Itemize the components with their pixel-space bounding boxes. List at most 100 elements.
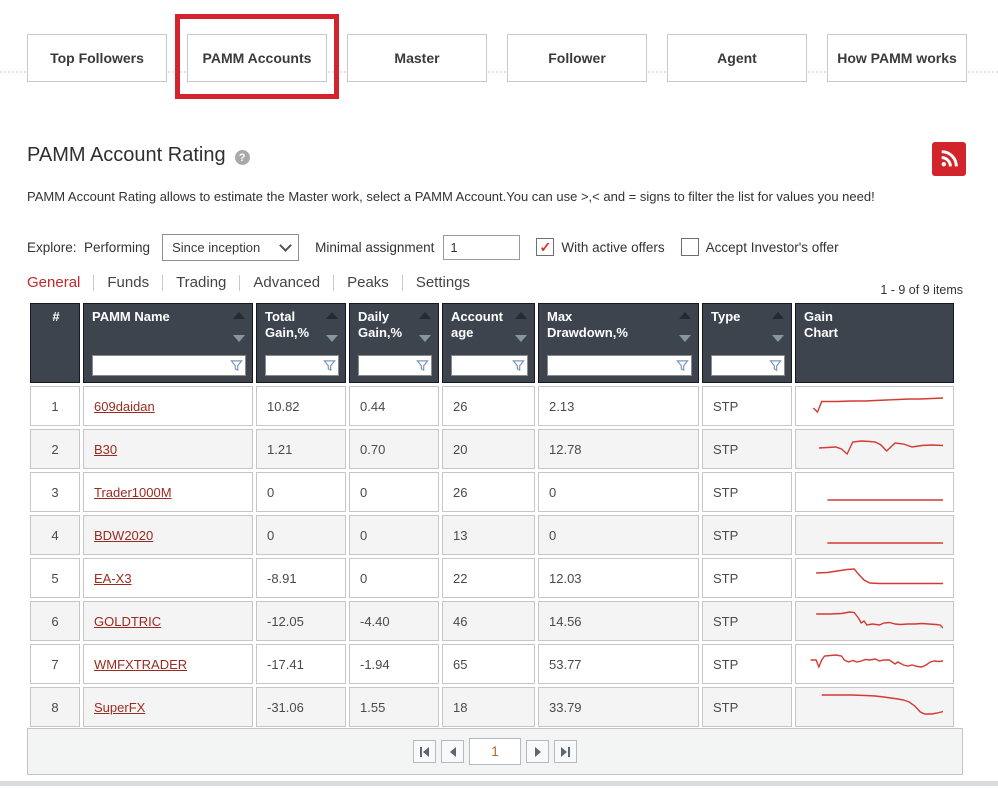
filter-funnel-icon[interactable] (769, 359, 782, 372)
filter-box-daily_gain (358, 355, 432, 376)
help-question-icon[interactable]: ? (234, 150, 250, 165)
filter-input-type[interactable] (712, 356, 768, 375)
sort-asc-icon[interactable] (419, 312, 431, 319)
filter-input-account_age[interactable] (452, 356, 511, 375)
pamm-account-link[interactable]: 609daidan (94, 398, 155, 414)
cell-pamm-name: Trader1000M (83, 472, 253, 512)
filter-input-daily_gain[interactable] (359, 356, 415, 375)
cell-account-age: 13 (442, 515, 535, 555)
page-title: PAMM Account Rating (27, 144, 226, 166)
pamm-account-link[interactable]: SuperFX (94, 699, 146, 715)
filter-funnel-icon[interactable] (230, 359, 243, 372)
cell-account-age: 20 (442, 429, 535, 469)
filter-funnel-icon[interactable] (676, 359, 689, 372)
rss-icon[interactable] (932, 142, 966, 176)
explore-label: Explore: Performing (27, 239, 151, 255)
sort-desc-icon[interactable] (326, 335, 338, 342)
filter-input-max_drawdown[interactable] (548, 356, 675, 375)
with-active-offers-label: With active offers (561, 239, 665, 255)
filter-input-total_gain[interactable] (266, 356, 322, 375)
cell-account-age: 18 (442, 687, 535, 727)
with-active-offers-checkbox-group[interactable]: With active offers (536, 238, 665, 256)
cell-total-gain: 10.82 (256, 386, 346, 426)
filter-funnel-icon[interactable] (323, 359, 336, 372)
column-header-name[interactable]: PAMM Name (83, 303, 253, 383)
page-number-input[interactable] (475, 744, 515, 759)
gain-sparkline (810, 654, 944, 669)
column-header-total_gain[interactable]: Total Gain,% (256, 303, 346, 383)
last-page-button[interactable] (554, 740, 577, 763)
cell-pamm-name: 609daidan (83, 386, 253, 426)
nav-button-pamm-accounts[interactable]: PAMM Accounts (187, 34, 327, 82)
sort-asc-icon[interactable] (233, 312, 245, 319)
tab-settings[interactable]: Settings (415, 274, 471, 291)
cell-max-drawdown: 12.78 (538, 429, 699, 469)
pamm-account-link[interactable]: Trader1000M (94, 484, 172, 500)
with-active-offers-checkbox[interactable] (536, 238, 555, 256)
filter-funnel-icon[interactable] (512, 359, 525, 372)
cell-daily-gain: -1.94 (349, 644, 439, 684)
tab-funds[interactable]: Funds (107, 274, 150, 291)
cell-total-gain: -12.05 (256, 601, 346, 641)
sort-desc-icon[interactable] (233, 335, 245, 342)
column-header-daily_gain[interactable]: Daily Gain,% (349, 303, 439, 383)
sort-asc-icon[interactable] (679, 312, 691, 319)
pamm-account-link[interactable]: EA-X3 (94, 570, 132, 586)
column-header-num: # (30, 303, 80, 383)
pamm-account-link[interactable]: GOLDTRIC (94, 613, 162, 629)
sort-asc-icon[interactable] (515, 312, 527, 319)
sort-asc-icon[interactable] (772, 312, 784, 319)
sort-desc-icon[interactable] (772, 335, 784, 342)
next-page-button[interactable] (526, 740, 549, 763)
filter-input-name[interactable] (93, 356, 229, 375)
top-navigation: Top Followers PAMM Accounts Master Follower… (27, 14, 971, 99)
cell-max-drawdown: 33.79 (538, 687, 699, 727)
minimal-assignment-input[interactable] (443, 234, 521, 260)
first-page-button[interactable] (413, 740, 436, 763)
nav-button-how-pamm-works[interactable]: How PAMM works (827, 34, 967, 82)
filter-funnel-icon[interactable] (416, 359, 429, 372)
pamm-account-link[interactable]: WMFXTRADER (94, 656, 188, 672)
cell-row-number: 6 (30, 601, 80, 641)
table-row: 3 Trader1000M 0 0 26 0 STP (30, 472, 954, 512)
column-header-account_age[interactable]: Account age (442, 303, 535, 383)
cell-type: STP (702, 472, 792, 512)
tab-trading[interactable]: Trading (176, 274, 227, 291)
sort-arrows-name (233, 312, 245, 342)
prev-page-button[interactable] (441, 740, 464, 763)
column-header-type[interactable]: Type (702, 303, 792, 383)
column-label-max_drawdown: Max Drawdown,% (547, 309, 628, 341)
nav-button-master[interactable]: Master (347, 34, 487, 82)
column-header-max_drawdown[interactable]: Max Drawdown,% (538, 303, 699, 383)
cell-max-drawdown: 0 (538, 472, 699, 512)
sort-desc-icon[interactable] (679, 335, 691, 342)
sort-desc-icon[interactable] (515, 335, 527, 342)
tab-advanced[interactable]: Advanced (253, 274, 321, 291)
cell-type: STP (702, 644, 792, 684)
cell-account-age: 22 (442, 558, 535, 598)
cell-pamm-name: SuperFX (83, 687, 253, 727)
sort-desc-icon[interactable] (419, 335, 431, 342)
period-select[interactable]: Since inception (162, 233, 300, 261)
pamm-account-link[interactable]: BDW2020 (94, 527, 154, 543)
nav-button-agent[interactable]: Agent (667, 34, 807, 82)
cell-type: STP (702, 515, 792, 555)
nav-button-follower[interactable]: Follower (507, 34, 647, 82)
tab-separator (93, 274, 95, 291)
sort-arrows-type (772, 312, 784, 342)
pamm-account-link[interactable]: B30 (94, 441, 118, 457)
sort-asc-icon[interactable] (326, 312, 338, 319)
gain-sparkline (827, 542, 943, 544)
accept-investors-offer-checkbox[interactable] (680, 238, 699, 256)
tab-peaks[interactable]: Peaks (347, 274, 389, 291)
cell-gain-chart (795, 687, 954, 727)
cell-total-gain: -8.91 (256, 558, 346, 598)
explore-value: Performing (84, 239, 151, 255)
tab-general[interactable]: General (27, 274, 81, 291)
cell-pamm-name: WMFXTRADER (83, 644, 253, 684)
tab-separator (162, 274, 164, 291)
filter-box-type (711, 355, 785, 376)
accept-investors-offer-checkbox-group[interactable]: Accept Investor's offer (680, 238, 839, 256)
nav-button-top-followers[interactable]: Top Followers (27, 34, 167, 82)
chevron-down-icon (279, 238, 292, 252)
